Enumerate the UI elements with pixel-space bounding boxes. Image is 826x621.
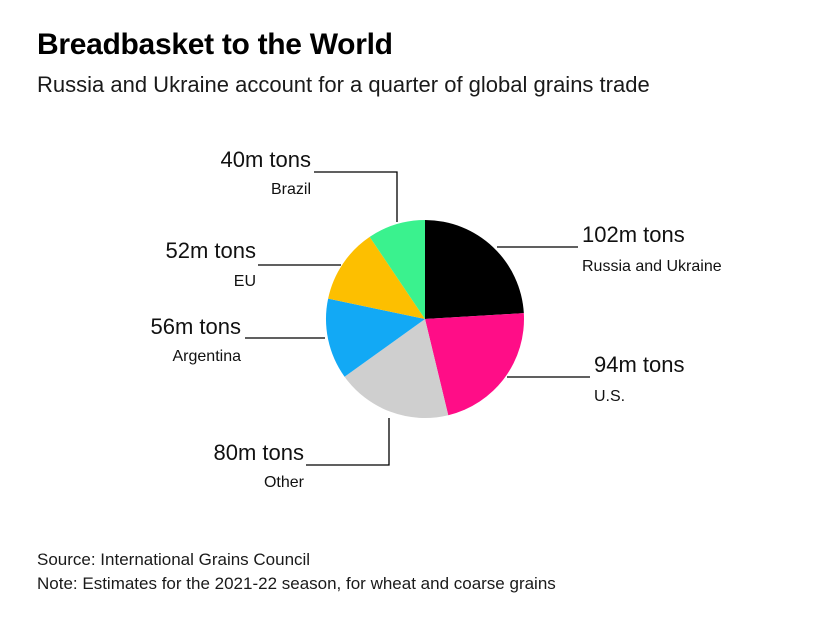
category-label-eu: EU bbox=[234, 273, 256, 290]
category-label-brazil: Brazil bbox=[271, 181, 311, 198]
value-label-argentina: 56m tons bbox=[151, 314, 242, 339]
pie-slice-russia-and-ukraine bbox=[425, 220, 524, 319]
pie-slice-other bbox=[344, 319, 449, 418]
source-note: Source: International Grains Council bbox=[37, 550, 311, 569]
category-label-argentina: Argentina bbox=[173, 348, 242, 365]
category-label-russia-and-ukraine: Russia and Ukraine bbox=[582, 258, 722, 275]
chart-title: Breadbasket to the World bbox=[37, 28, 393, 61]
leader-line-other bbox=[306, 418, 390, 466]
pie-slice-argentina bbox=[325, 298, 425, 377]
value-label-other: 80m tons bbox=[214, 440, 305, 465]
value-label-eu: 52m tons bbox=[166, 238, 257, 263]
value-label-russia-and-ukraine: 102m tons bbox=[582, 222, 685, 247]
pie-slice-u-s bbox=[425, 313, 525, 416]
value-label-brazil: 40m tons bbox=[221, 147, 312, 172]
footnote: Note: Estimates for the 2021-22 season, … bbox=[37, 574, 556, 593]
pie-slice-eu bbox=[328, 236, 425, 319]
pie-slice-brazil bbox=[369, 220, 425, 319]
value-label-u-s: 94m tons bbox=[594, 352, 685, 377]
category-label-u-s: U.S. bbox=[594, 388, 625, 405]
leader-line-brazil bbox=[314, 171, 398, 222]
category-label-other: Other bbox=[264, 474, 305, 491]
chart-subtitle: Russia and Ukraine account for a quarter… bbox=[37, 72, 650, 97]
